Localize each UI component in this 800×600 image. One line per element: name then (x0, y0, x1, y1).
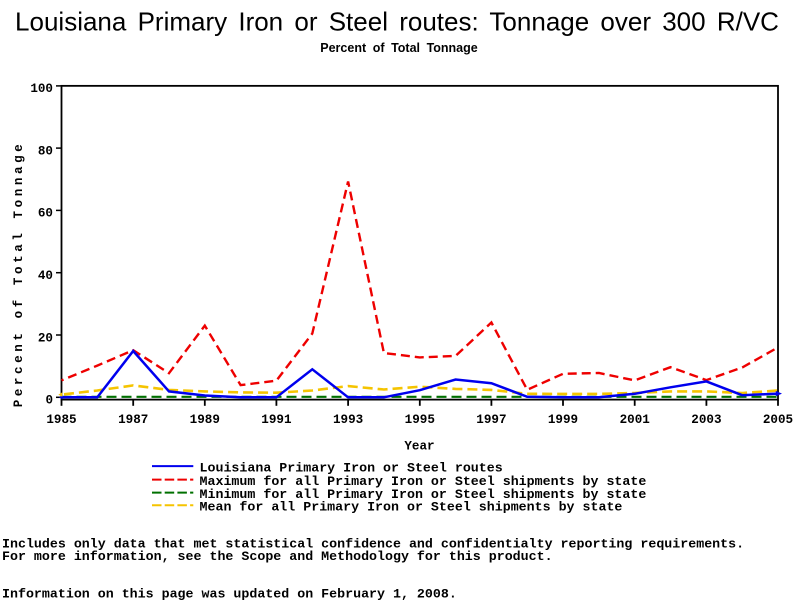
svg-text:1995: 1995 (405, 413, 435, 427)
svg-text:Louisiana Primary Iron or Stee: Louisiana Primary Iron or Steel routes: … (15, 7, 779, 37)
svg-text:1991: 1991 (261, 413, 292, 427)
svg-text:2003: 2003 (691, 413, 721, 427)
svg-text:1999: 1999 (548, 413, 578, 427)
svg-text:Includes only data that met st: Includes only data that met statistical … (2, 537, 744, 552)
svg-text:2005: 2005 (763, 413, 793, 427)
svg-text:1997: 1997 (476, 413, 506, 427)
svg-text:80: 80 (38, 144, 53, 158)
svg-text:1989: 1989 (190, 413, 220, 427)
svg-text:100: 100 (30, 82, 53, 96)
svg-text:Minimum for all Primary Iron o: Minimum for all Primary Iron or Steel sh… (200, 487, 647, 502)
svg-text:40: 40 (38, 269, 53, 283)
svg-text:2001: 2001 (620, 413, 651, 427)
svg-text:For more information, see the: For more information, see the Scope and … (2, 549, 553, 564)
svg-text:Information on this page was u: Information on this page was updated on … (2, 587, 457, 600)
svg-text:0: 0 (45, 394, 53, 408)
svg-text:Maximum for all Primary Iron o: Maximum for all Primary Iron or Steel sh… (200, 474, 647, 489)
svg-text:Percent of Total Tonnage: Percent of Total Tonnage (320, 41, 478, 55)
svg-text:60: 60 (38, 207, 53, 221)
svg-text:1993: 1993 (333, 413, 363, 427)
svg-text:Year: Year (404, 440, 434, 454)
svg-text:Mean for all Primary Iron or S: Mean for all Primary Iron or Steel shipm… (200, 500, 623, 515)
svg-text:1987: 1987 (118, 413, 148, 427)
svg-text:1985: 1985 (46, 413, 76, 427)
svg-text:Percent of Total Tonnage: Percent of Total Tonnage (12, 141, 26, 408)
svg-text:Louisiana Primary Iron or Stee: Louisiana Primary Iron or Steel routes (200, 461, 503, 476)
svg-text:20: 20 (38, 331, 53, 345)
